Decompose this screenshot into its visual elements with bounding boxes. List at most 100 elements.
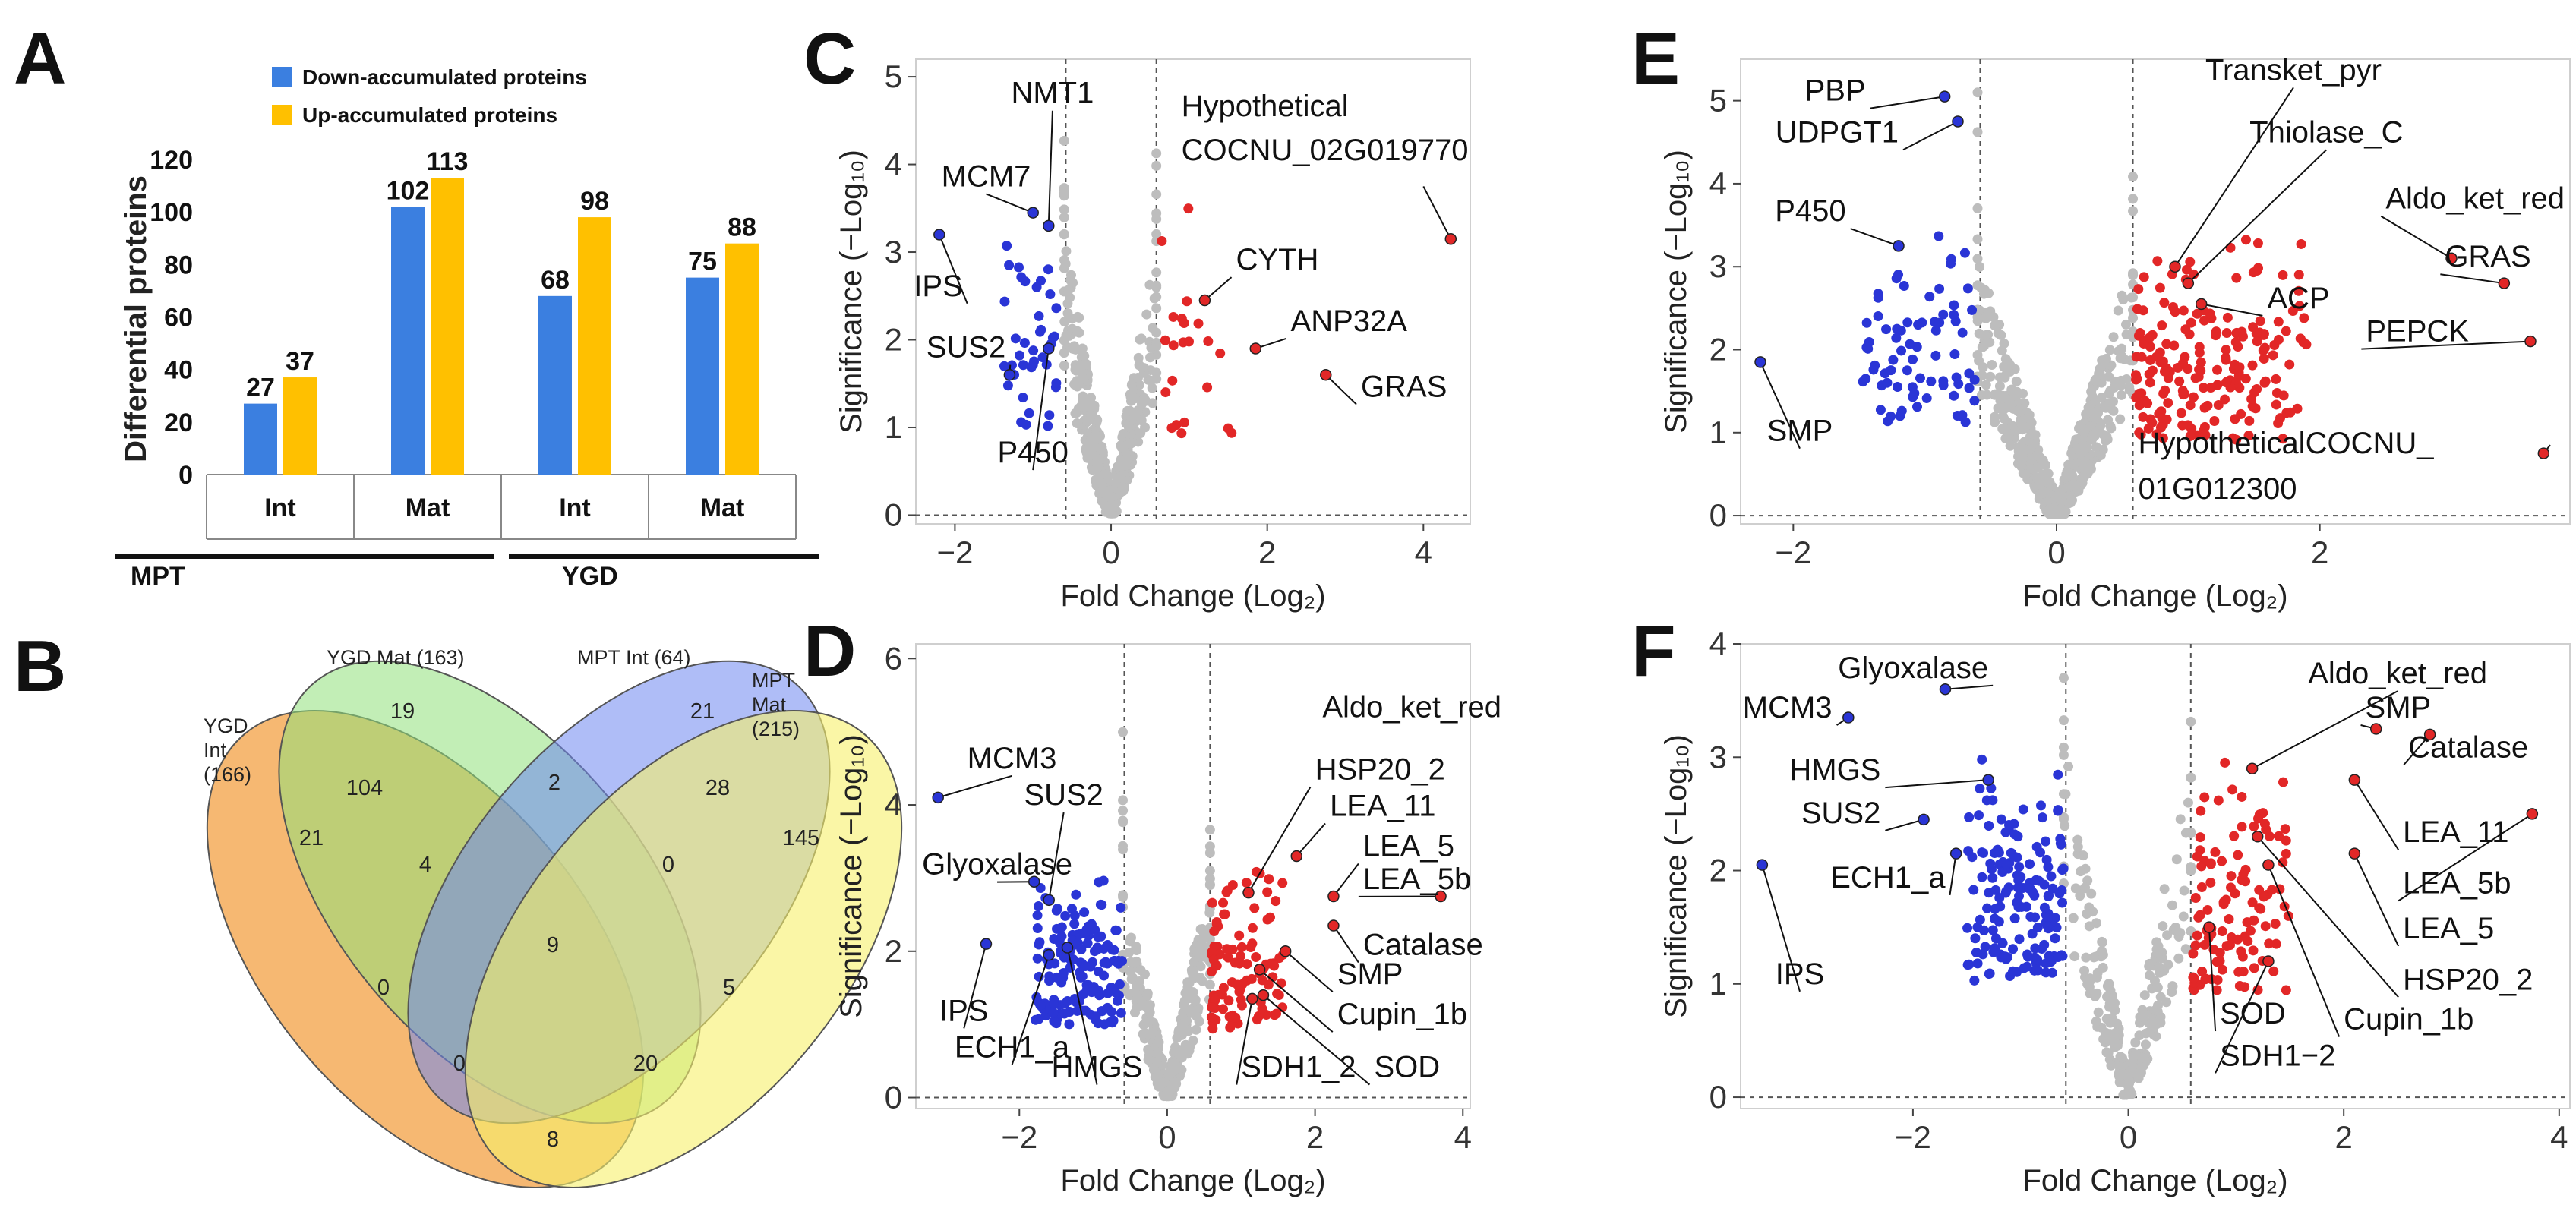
point-blue <box>2037 944 2047 954</box>
point-blue <box>1990 933 2001 944</box>
point-gray <box>1990 320 2000 331</box>
point-blue <box>1106 1007 1117 1017</box>
point-gray <box>2117 1052 2128 1063</box>
point-blue <box>2035 800 2046 811</box>
venn-count-mpt-mat-only: 145 <box>783 826 819 850</box>
point-blue <box>2013 875 2024 885</box>
point-red <box>2259 354 2269 364</box>
y-tick-label: 1 <box>1709 415 1727 450</box>
point-gray <box>1116 471 1126 481</box>
point-blue <box>1116 956 1127 967</box>
point-labelled <box>2524 335 2537 348</box>
point-blue <box>2038 812 2048 823</box>
point-blue <box>2042 913 2053 923</box>
point-gray <box>1061 246 1072 257</box>
point-labelled <box>1939 683 1952 696</box>
point-red <box>1221 887 1232 897</box>
point-labelled <box>1249 342 1262 355</box>
point-labelled <box>980 938 993 950</box>
point-blue <box>2058 863 2069 874</box>
annotation-leader <box>1870 96 1945 109</box>
point-red <box>1257 975 1267 986</box>
point-gray <box>1091 463 1102 474</box>
point-blue <box>1099 1019 1110 1030</box>
point-blue <box>1964 812 1975 822</box>
point-blue <box>1048 998 1059 1009</box>
point-blue <box>2025 859 2035 869</box>
point-blue <box>1114 979 1125 989</box>
point-gray <box>1151 292 1162 302</box>
point-blue <box>1873 289 1883 299</box>
point-red <box>2278 857 2288 868</box>
point-red <box>2205 877 2216 888</box>
point-red <box>2174 376 2185 386</box>
y-axis-label: Significance (−Log₁₀) <box>1659 150 1693 434</box>
point-red <box>2240 982 2250 992</box>
point-gray <box>2110 376 2120 386</box>
point-gray <box>1981 390 1992 400</box>
point-gray <box>1070 344 1081 355</box>
point-blue <box>1019 338 1030 349</box>
point-red <box>1227 879 1238 890</box>
annotation-leader <box>1760 361 1801 449</box>
point-gray <box>2072 834 2083 845</box>
point-gray <box>2179 885 2189 896</box>
venn-label-mpt-mat-1: MPT <box>752 669 795 692</box>
point-red <box>1264 912 1275 923</box>
point-blue <box>1972 958 1983 969</box>
x-axis-label: Fold Change (Log₂) <box>2022 1164 2287 1197</box>
point-red <box>2222 312 2233 323</box>
venn-count-ygdint-mptint: 0 <box>377 976 390 1000</box>
point-red <box>1234 958 1245 969</box>
annotation-leader <box>2380 215 2452 260</box>
point-labelled <box>2262 955 2275 967</box>
point-blue <box>1050 958 1060 969</box>
point-gray <box>1204 825 1215 835</box>
point-red <box>1207 1002 1217 1013</box>
category-label: Mat <box>700 494 745 522</box>
point-red <box>1271 896 1281 907</box>
point-red <box>1160 387 1171 398</box>
point-gray <box>1136 333 1147 344</box>
point-gray <box>2144 958 2155 969</box>
point-gray <box>2075 891 2085 901</box>
annotation-label: COCNU_02G019770 <box>1182 134 1469 167</box>
annotation-leader <box>1048 812 1065 901</box>
point-gray <box>1118 806 1129 816</box>
point-gray <box>2170 923 2181 933</box>
point-blue <box>1989 913 2000 924</box>
point-labelled <box>2423 728 2436 741</box>
point-gray <box>1125 439 1135 449</box>
point-blue <box>1978 847 1989 858</box>
point-blue <box>1934 231 1944 241</box>
annotation-leader <box>1333 863 1359 897</box>
point-red <box>2268 966 2279 976</box>
point-gray <box>1079 351 1090 361</box>
point-blue <box>1977 872 1987 882</box>
point-labelled <box>1043 342 1055 355</box>
point-red <box>2217 926 2227 937</box>
point-gray <box>1125 966 1135 976</box>
point-gray <box>2137 1005 2148 1015</box>
point-red <box>1223 995 1234 1006</box>
point-gray <box>1117 432 1128 443</box>
annotation-label: SDH1_2 <box>1241 1051 1356 1084</box>
point-labelled <box>1257 989 1270 1001</box>
point-gray <box>1972 87 1983 98</box>
point-red <box>2180 352 2190 362</box>
point-blue <box>1972 922 1983 932</box>
point-gray <box>2128 206 2139 216</box>
point-blue <box>1891 333 1902 343</box>
point-red <box>2151 429 2162 440</box>
annotation-label: HSP20_2 <box>1315 752 1445 786</box>
point-gray <box>1155 1052 1166 1062</box>
point-labelled <box>1003 368 1016 381</box>
point-red <box>2243 431 2254 441</box>
point-blue <box>1915 373 1925 383</box>
annotation-leader <box>1248 786 1312 894</box>
point-gray <box>1070 408 1081 419</box>
point-blue <box>1996 814 2006 825</box>
point-red <box>2221 345 2231 355</box>
point-blue <box>1094 877 1104 888</box>
point-blue <box>1016 272 1027 282</box>
